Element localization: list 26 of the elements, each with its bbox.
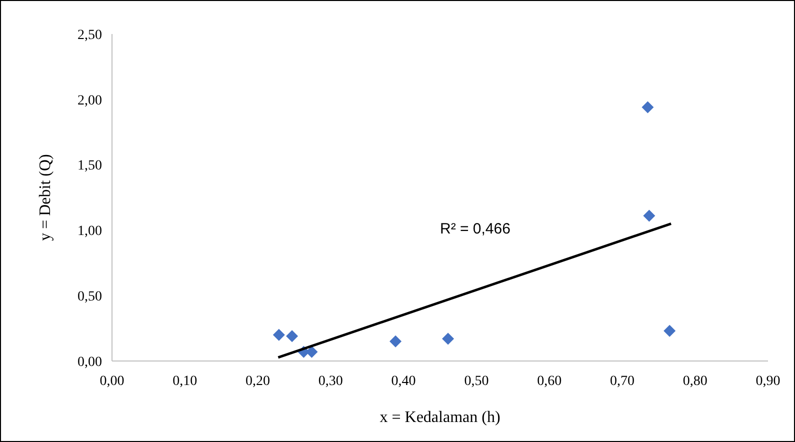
point (286, 330, 298, 342)
x-tick-label: 0,40 (391, 374, 416, 389)
point (442, 332, 454, 345)
annotation: R² = 0,466 (440, 220, 510, 238)
x-tick-label: 0,00 (100, 374, 124, 389)
y-axis-title: y = Debit (Q) (37, 154, 54, 241)
point (664, 324, 676, 337)
point (390, 335, 402, 348)
y-tick-label: 2,00 (78, 93, 102, 108)
x-tick-label: 0,10 (172, 374, 198, 389)
x-tick-label: 0,80 (682, 374, 708, 389)
x-tick-label: 0,90 (756, 374, 780, 389)
x-tick-label: 0,70 (610, 374, 634, 389)
y-tick-label: 0,50 (78, 290, 102, 304)
y-tick-label: 2,50 (78, 28, 102, 43)
point (642, 101, 654, 114)
y-tick-label: 0,00 (78, 354, 102, 370)
x-tick-label: 0,30 (318, 374, 343, 389)
x-tick-label: 0,20 (246, 374, 270, 389)
x-tick-label: 0,60 (537, 374, 562, 389)
y-tick-label: 1,00 (78, 224, 102, 240)
x-tick-label: 0,50 (464, 374, 489, 389)
x-axis-title: x = Kedalaman (h) (380, 409, 500, 426)
point (643, 210, 656, 222)
point (272, 328, 285, 341)
y-tick-label: 1,50 (78, 158, 102, 174)
